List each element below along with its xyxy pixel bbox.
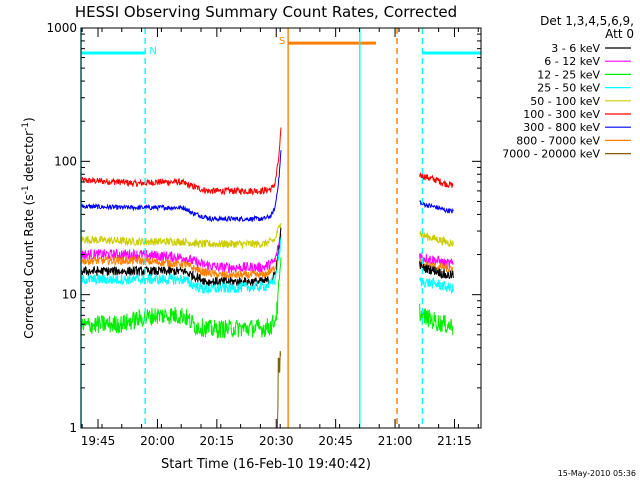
y-axis-label: Corrected Count Rate (s-1 detector-1)	[21, 117, 36, 338]
series-line	[419, 252, 454, 270]
marker-layer	[80, 28, 424, 428]
series-line	[80, 233, 282, 280]
series-line	[80, 257, 282, 339]
legend-label: 100 - 300 keV	[523, 108, 600, 121]
series-line	[419, 261, 454, 280]
legend-label: 7000 - 20000 keV	[502, 148, 600, 161]
legend-label: 3 - 6 keV	[551, 42, 600, 55]
state-bar-label: S	[279, 36, 285, 47]
plot-frame	[80, 27, 482, 429]
x-tick-label: 19:45	[81, 434, 116, 448]
series-line	[80, 229, 282, 274]
legend-header: Det 1,3,4,5,6,9,	[540, 14, 634, 28]
chart-title: HESSI Observing Summary Count Rates, Cor…	[75, 3, 457, 21]
y-tick-label: 1000	[46, 21, 77, 35]
y-axis-label-part: )	[22, 117, 36, 122]
series-line	[419, 276, 454, 294]
y-axis-label-superscript: -1	[21, 122, 31, 131]
series-line	[419, 303, 454, 336]
legend-label: 50 - 100 keV	[530, 95, 600, 108]
series-layer	[80, 127, 454, 429]
series-line	[80, 223, 282, 250]
y-axis-label-part: detector	[22, 131, 36, 186]
data-series	[80, 229, 454, 274]
legend-label: 25 - 50 keV	[537, 82, 600, 95]
y-tick-label: 100	[54, 154, 77, 168]
series-line	[80, 237, 282, 294]
series-line	[80, 150, 282, 223]
x-tick-label: 20:45	[318, 434, 353, 448]
data-series	[80, 227, 454, 288]
series-line	[276, 350, 282, 429]
series-line	[80, 127, 282, 196]
y-axis-label-superscript: -1	[21, 185, 31, 194]
state-bar-label: N	[149, 46, 156, 57]
x-tick-label: 20:30	[259, 434, 294, 448]
data-series	[80, 127, 454, 196]
data-series	[80, 257, 454, 339]
data-series	[80, 237, 454, 294]
series-line	[419, 172, 454, 189]
x-tick-label: 21:00	[378, 434, 413, 448]
legend-label: 300 - 800 keV	[523, 121, 600, 134]
x-tick-label: 20:00	[140, 434, 175, 448]
state-bar-layer: NS	[81, 36, 481, 57]
data-series	[80, 150, 454, 223]
x-tick-label: 20:15	[200, 434, 235, 448]
y-tick-label: 10	[62, 288, 77, 302]
data-series	[80, 223, 454, 250]
x-axis-label: Start Time (16-Feb-10 19:40:42)	[161, 457, 371, 472]
axis-layer: 1 10 100 1000 19:45 20:00 20:15 20:30 20:45 21:00…	[46, 21, 481, 448]
series-line	[419, 231, 454, 248]
legend-label: 800 - 7000 keV	[516, 134, 600, 147]
data-series	[276, 350, 282, 429]
x-tick-label: 21:15	[437, 434, 472, 448]
legend-header: Att 0	[605, 27, 634, 41]
series-line	[80, 227, 282, 288]
legend-label: 12 - 25 keV	[537, 68, 600, 81]
series-line	[419, 199, 454, 214]
legend-label: 6 - 12 keV	[544, 55, 600, 68]
y-tick-label: 1	[69, 421, 77, 435]
y-axis-label-part: Corrected Count Rate (s	[22, 194, 36, 338]
footer-timestamp: 15-May-2010 05:36	[558, 469, 636, 478]
